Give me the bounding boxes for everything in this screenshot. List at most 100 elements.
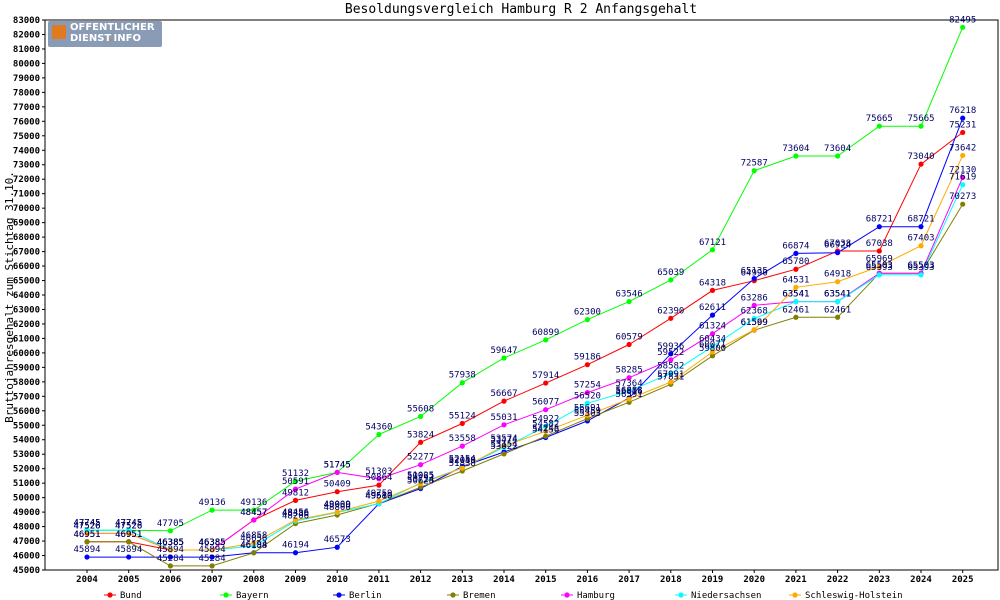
- data-label-berlin: 62611: [699, 303, 726, 313]
- data-label-bund: 46385: [157, 538, 184, 548]
- y-tick-label: 61000: [13, 334, 40, 344]
- data-point-berlin: [709, 312, 716, 318]
- data-label-hamburg: 52277: [407, 453, 434, 463]
- data-label-bund: 64990: [741, 269, 768, 279]
- data-label-berlin: 68721: [907, 215, 934, 225]
- data-point-hamburg: [626, 375, 632, 381]
- data-label-bremen: 50724: [407, 475, 434, 485]
- data-label-bayern: 62300: [574, 308, 601, 318]
- logo-dot: .: [109, 33, 114, 44]
- data-point-schleswig-holstein: [501, 443, 507, 449]
- data-point-niedersachsen: [751, 316, 757, 322]
- data-point-niedersachsen: [668, 370, 674, 377]
- data-point-bund: [543, 380, 549, 386]
- chart-title: Besoldungsvergleich Hamburg R 2 Anfangsg…: [345, 2, 697, 17]
- data-label-bund: 64318: [699, 278, 726, 288]
- data-label-bund: 75231: [949, 120, 976, 130]
- data-label-bayern: 49136: [199, 498, 226, 508]
- data-label-schleswig-holstein: 64531: [782, 275, 809, 285]
- data-point-bayern: [543, 337, 549, 343]
- data-label-hamburg: 48457: [240, 508, 267, 518]
- legend-swatch-niedersachsen: [678, 592, 684, 598]
- y-tick-label: 66000: [13, 262, 40, 272]
- data-label-bremen: 46951: [115, 530, 142, 540]
- data-label-schleswig-holstein: 64918: [824, 270, 851, 280]
- data-point-berlin: [835, 250, 841, 256]
- data-label-bremen: 70273: [949, 192, 976, 202]
- data-point-schleswig-holstein: [376, 498, 382, 504]
- data-point-bayern: [835, 153, 841, 159]
- x-tick-label: 2016: [577, 575, 599, 585]
- data-label-niedersachsen: 47745: [115, 518, 142, 528]
- data-point-bremen: [209, 563, 215, 569]
- data-point-hamburg: [584, 390, 591, 396]
- data-label-schleswig-holstein: 53574: [490, 434, 517, 444]
- data-point-bayern: [960, 24, 966, 30]
- data-point-berlin: [209, 554, 215, 560]
- data-label-bayern: 60899: [532, 328, 559, 338]
- x-tick-label: 2004: [76, 575, 98, 585]
- y-tick-label: 57000: [13, 392, 40, 402]
- logo-text: OFFENTLICHER DIENST.INFO: [70, 22, 155, 44]
- data-label-berlin: 59936: [657, 342, 684, 352]
- data-label-niedersachsen: 48386: [282, 509, 309, 519]
- legend-swatch-schleswig-holstein: [792, 592, 798, 598]
- data-point-bremen: [960, 201, 966, 207]
- x-tick-label: 2013: [451, 575, 473, 585]
- x-tick-label: 2017: [618, 575, 640, 585]
- y-tick-label: 55000: [13, 421, 40, 431]
- data-point-niedersachsen: [626, 388, 632, 394]
- data-label-hamburg: 50591: [282, 477, 309, 487]
- data-label-hamburg: 65503: [907, 261, 934, 271]
- data-label-bayern: 57938: [449, 371, 476, 381]
- data-point-bund: [501, 398, 507, 404]
- legend-label-niedersachsen: Niedersachsen: [691, 591, 761, 600]
- data-label-berlin: 66924: [824, 241, 851, 251]
- data-point-berlin: [751, 275, 757, 282]
- data-point-bund: [793, 266, 799, 272]
- data-label-berlin: 68721: [866, 215, 893, 225]
- data-label-schleswig-holstein: 65969: [866, 255, 893, 265]
- data-point-schleswig-holstein: [543, 428, 549, 434]
- data-point-berlin: [167, 554, 173, 560]
- data-point-schleswig-holstein: [126, 530, 132, 537]
- data-label-berlin: 53154: [490, 440, 517, 450]
- data-point-berlin: [334, 544, 340, 550]
- data-label-hamburg: 56077: [532, 398, 559, 408]
- data-label-schleswig-holstein: 67403: [907, 234, 934, 244]
- data-point-schleswig-holstein: [709, 349, 716, 355]
- data-label-berlin: 54156: [532, 425, 559, 435]
- data-label-niedersachsen: 65393: [866, 263, 893, 273]
- data-point-bund: [334, 489, 340, 495]
- data-point-bund: [376, 482, 382, 488]
- y-axis-label: Bruttojahresgehalt zum Stichtag 31.10.: [3, 171, 16, 423]
- x-tick-label: 2007: [201, 575, 223, 585]
- data-label-schleswig-holstein: 47526: [73, 521, 100, 531]
- x-tick-label: 2021: [785, 575, 807, 585]
- data-label-schleswig-holstein: 46385: [199, 538, 226, 548]
- data-point-niedersachsen: [835, 299, 841, 305]
- logo-mark-icon: [52, 25, 66, 39]
- data-point-bayern: [209, 507, 215, 513]
- data-label-hamburg: 63541: [824, 290, 851, 300]
- data-point-schleswig-holstein: [459, 465, 465, 471]
- legend-swatch-hamburg: [564, 592, 570, 598]
- data-point-bremen: [793, 314, 799, 320]
- data-label-bremen: 46188: [240, 541, 267, 551]
- y-tick-label: 82000: [13, 30, 40, 40]
- data-point-berlin: [876, 224, 882, 230]
- y-tick-label: 63000: [13, 305, 40, 315]
- data-label-bremen: 62461: [824, 305, 851, 315]
- data-label-hamburg: 51303: [365, 467, 392, 477]
- series-line-bayern: [87, 27, 964, 532]
- data-label-schleswig-holstein: 54582: [532, 419, 559, 429]
- data-label-bremen: 65503: [907, 261, 934, 271]
- x-tick-label: 2011: [368, 575, 390, 585]
- x-tick-label: 2020: [743, 575, 765, 585]
- data-point-hamburg: [418, 462, 424, 468]
- data-point-bayern: [167, 528, 173, 534]
- data-point-bayern: [668, 277, 674, 283]
- y-tick-label: 47000: [13, 537, 40, 547]
- data-point-berlin: [918, 224, 924, 230]
- data-label-berlin: 46194: [282, 541, 309, 551]
